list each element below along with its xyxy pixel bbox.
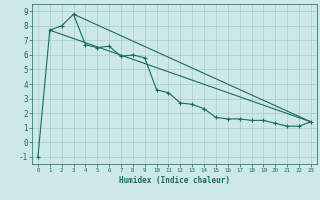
X-axis label: Humidex (Indice chaleur): Humidex (Indice chaleur) <box>119 176 230 185</box>
